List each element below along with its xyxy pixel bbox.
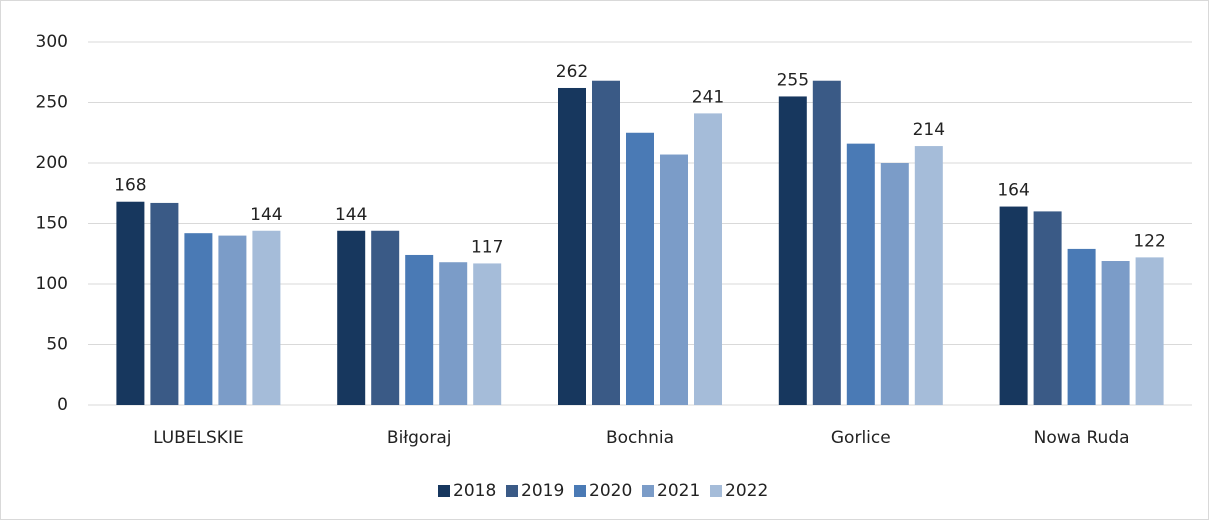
legend-label: 2020 [589, 481, 632, 501]
bar [1101, 261, 1130, 405]
y-tick-label: 200 [36, 153, 68, 173]
data-label: 168 [114, 176, 146, 196]
bar [218, 235, 247, 405]
x-tick-label: Bochnia [606, 428, 674, 448]
y-tick-label: 250 [36, 93, 68, 113]
bar [626, 132, 654, 405]
bar [1135, 257, 1164, 405]
data-label: 255 [777, 70, 809, 90]
bar [405, 254, 434, 405]
bar [150, 202, 179, 405]
bar [371, 230, 400, 405]
bar [252, 230, 281, 405]
legend-label: 2022 [725, 481, 768, 501]
bar [660, 154, 688, 405]
bar [812, 80, 841, 405]
bar [694, 113, 722, 405]
data-label: 144 [335, 205, 367, 225]
bar [439, 262, 468, 405]
bar [184, 233, 213, 405]
bar [1067, 248, 1096, 405]
legend-swatch [438, 485, 450, 497]
legend-swatch [506, 485, 518, 497]
bar [1033, 211, 1062, 405]
y-tick-label: 300 [36, 32, 68, 52]
x-tick-label: Biłgoraj [387, 428, 452, 448]
x-tick-label: Nowa Ruda [1034, 428, 1130, 448]
y-tick-label: 100 [36, 274, 68, 294]
bar [999, 206, 1028, 405]
bar [337, 230, 366, 405]
data-label: 262 [556, 62, 588, 82]
bar [473, 263, 502, 405]
data-label: 122 [1133, 231, 1165, 251]
bar [880, 163, 909, 405]
data-label: 164 [997, 181, 1029, 201]
bar [592, 80, 620, 405]
x-tick-label: LUBELSKIE [153, 428, 244, 448]
bar [778, 96, 807, 405]
legend-label: 2019 [521, 481, 564, 501]
bar [558, 87, 586, 405]
legend-swatch [642, 485, 654, 497]
data-label: 241 [692, 87, 724, 107]
bar [914, 146, 943, 405]
y-tick-label: 0 [57, 395, 68, 415]
legend-swatch [574, 485, 586, 497]
y-tick-label: 150 [36, 214, 68, 234]
bar [846, 143, 875, 405]
data-label: 214 [913, 120, 945, 140]
y-tick-label: 50 [46, 335, 68, 355]
data-label: 144 [250, 205, 282, 225]
legend-label: 2021 [657, 481, 700, 501]
x-tick-label: Gorlice [831, 428, 891, 448]
legend-label: 2018 [453, 481, 496, 501]
bar [116, 201, 145, 405]
data-label: 117 [471, 237, 503, 257]
legend-swatch [710, 485, 722, 497]
